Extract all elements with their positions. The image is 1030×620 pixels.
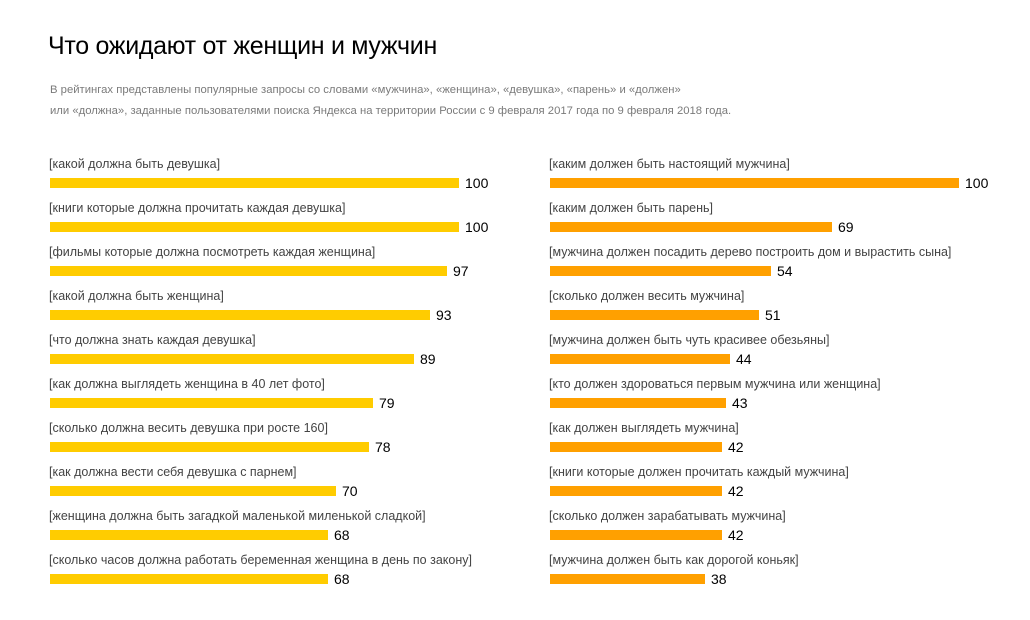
bar-value-label: 42	[728, 483, 744, 499]
bar-value-label: 68	[334, 527, 350, 543]
women-bar-row: [какой должна быть женщина] 93	[49, 288, 520, 332]
bar	[50, 354, 414, 364]
bar-value-label: 69	[838, 219, 854, 235]
bar-label: [как должен выглядеть мужчина]	[549, 421, 739, 435]
bar-label: [что должна знать каждая девушка]	[49, 333, 256, 347]
bar	[550, 486, 722, 496]
women-bar-row: [как должна выглядеть женщина в 40 лет ф…	[49, 376, 520, 420]
bar-value-label: 51	[765, 307, 781, 323]
bar-label: [мужчина должен быть как дорогой коньяк]	[549, 553, 799, 567]
bar	[550, 222, 832, 232]
bar-value-label: 93	[436, 307, 452, 323]
bar-value-label: 89	[420, 351, 436, 367]
bar-value-label: 54	[777, 263, 793, 279]
men-bar-row: [каким должен быть парень] 69	[549, 200, 1020, 244]
bar-label: [мужчина должен посадить дерево построит…	[549, 245, 952, 259]
men-bar-row: [мужчина должен посадить дерево построит…	[549, 244, 1020, 288]
men-bar-row: [книги которые должен прочитать каждый м…	[549, 464, 1020, 508]
bar-value-label: 44	[736, 351, 752, 367]
subtitle: В рейтингах представлены популярные запр…	[50, 80, 770, 122]
bar	[550, 266, 771, 276]
bar-label: [как должна вести себя девушка с парнем]	[49, 465, 297, 479]
women-bar-row: [сколько часов должна работать беременна…	[49, 552, 520, 596]
men-bar-row: [сколько должен весить мужчина] 51	[549, 288, 1020, 332]
bar	[50, 222, 459, 232]
bar	[550, 442, 722, 452]
men-bar-row: [мужчина должен быть как дорогой коньяк]…	[549, 552, 1020, 596]
women-bar-row: [как должна вести себя девушка с парнем]…	[49, 464, 520, 508]
bar	[550, 310, 759, 320]
bar-value-label: 79	[379, 395, 395, 411]
women-bar-row: [фильмы которые должна посмотреть каждая…	[49, 244, 520, 288]
bar-value-label: 100	[965, 175, 989, 191]
bar-value-label: 100	[465, 175, 489, 191]
bar-value-label: 43	[732, 395, 748, 411]
bar	[550, 574, 705, 584]
bar	[50, 486, 336, 496]
men-bar-row: [кто должен здороваться первым мужчина и…	[549, 376, 1020, 420]
bar-label: [сколько должен весить мужчина]	[549, 289, 745, 303]
bar-label: [книги которые должна прочитать каждая д…	[49, 201, 346, 215]
bar-label: [какой должна быть девушка]	[49, 157, 221, 171]
bar	[550, 530, 722, 540]
bar-label: [каким должен быть парень]	[549, 201, 714, 215]
bar	[50, 266, 447, 276]
women-chart: [какой должна быть девушка] 100 [книги кот…	[49, 156, 520, 596]
bar-value-label: 42	[728, 527, 744, 543]
men-bar-row: [как должен выглядеть мужчина] 42	[549, 420, 1020, 464]
bar-label: [мужчина должен быть чуть красивее обезь…	[549, 333, 830, 347]
bar-label: [как должна выглядеть женщина в 40 лет ф…	[49, 377, 325, 391]
bar	[550, 354, 730, 364]
bar-label: [каким должен быть настоящий мужчина]	[549, 157, 790, 171]
bar	[50, 178, 459, 188]
men-bar-row: [мужчина должен быть чуть красивее обезь…	[549, 332, 1020, 376]
bar-value-label: 42	[728, 439, 744, 455]
subtitle-line-2: или «должна», заданные пользователями по…	[50, 105, 732, 117]
bar	[50, 530, 328, 540]
bar-value-label: 78	[375, 439, 391, 455]
bar-label: [фильмы которые должна посмотреть каждая…	[49, 245, 376, 259]
page-title: Что ожидают от женщин и мужчин	[48, 32, 437, 60]
women-bar-row: [женщина должна быть загадкой маленькой …	[49, 508, 520, 552]
subtitle-line-1: В рейтингах представлены популярные запр…	[50, 84, 681, 96]
women-bar-row: [книги которые должна прочитать каждая д…	[49, 200, 520, 244]
bar	[550, 178, 959, 188]
bar-value-label: 100	[465, 219, 489, 235]
bar-label: [книги которые должен прочитать каждый м…	[549, 465, 849, 479]
bar	[50, 442, 369, 452]
bar-label: [сколько должна весить девушка при росте…	[49, 421, 328, 435]
men-bar-row: [каким должен быть настоящий мужчина] 100	[549, 156, 1020, 200]
bar	[50, 398, 373, 408]
bar-value-label: 97	[453, 263, 469, 279]
bar	[50, 310, 430, 320]
bar	[50, 574, 328, 584]
men-chart: [каким должен быть настоящий мужчина] 100…	[549, 156, 1020, 596]
bar-label: [сколько должен зарабатывать мужчина]	[549, 509, 786, 523]
bar-value-label: 70	[342, 483, 358, 499]
bar-value-label: 68	[334, 571, 350, 587]
bar-label: [кто должен здороваться первым мужчина и…	[549, 377, 881, 391]
women-bar-row: [что должна знать каждая девушка] 89	[49, 332, 520, 376]
bar	[550, 398, 726, 408]
bar-label: [женщина должна быть загадкой маленькой …	[49, 509, 426, 523]
women-bar-row: [сколько должна весить девушка при росте…	[49, 420, 520, 464]
men-bar-row: [сколько должен зарабатывать мужчина] 42	[549, 508, 1020, 552]
women-bar-row: [какой должна быть девушка] 100	[49, 156, 520, 200]
bar-value-label: 38	[711, 571, 727, 587]
bar-label: [какой должна быть женщина]	[49, 289, 224, 303]
bar-label: [сколько часов должна работать беременна…	[49, 553, 472, 567]
